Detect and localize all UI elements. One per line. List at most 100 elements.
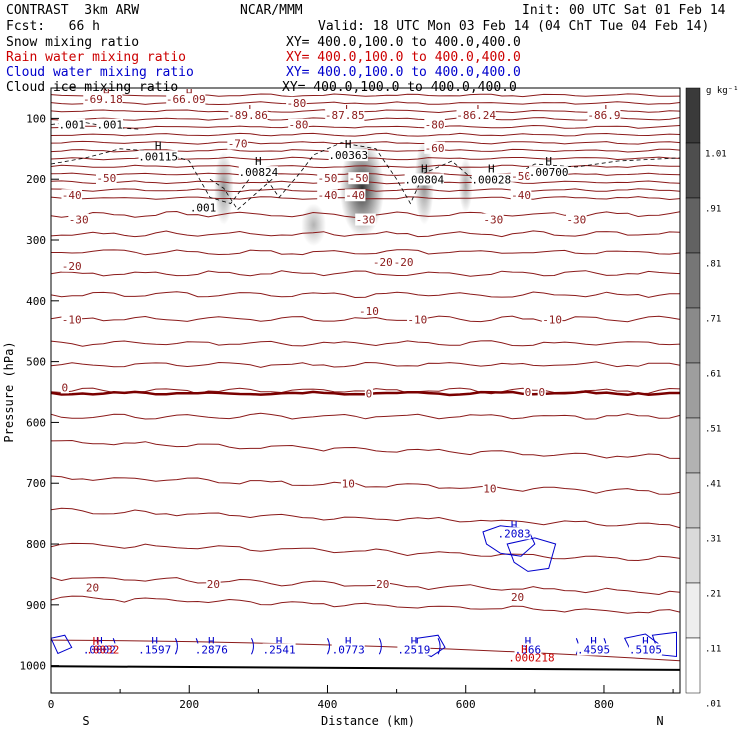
temperature-contour-line (51, 439, 680, 459)
temperature-contour-line (51, 109, 680, 114)
y-tick-label: 400 (26, 295, 46, 308)
temperature-contour-line (51, 412, 680, 420)
temperature-label-bg (288, 118, 309, 131)
temperature-label-bg (344, 189, 366, 202)
temperature-label: -30 (356, 214, 376, 227)
cloud-water-max-value: .4595 (577, 643, 610, 656)
y-tick-label: 700 (26, 477, 46, 490)
cloud-water-contour (482, 525, 536, 557)
y-tick-label: 100 (26, 112, 46, 125)
temperature-label-bg (424, 141, 445, 154)
x-axis-left-end: S (82, 714, 89, 728)
cloud-water-contour (378, 638, 382, 655)
surface-line (51, 665, 680, 671)
cloud-ice-label: .001 (58, 119, 85, 132)
temperature-contour-line (51, 140, 680, 145)
temperature-label-bg (364, 387, 374, 400)
temperature-label: 20 (207, 578, 220, 591)
colorbar-label: .31 (705, 535, 721, 545)
colorbar-label: .51 (705, 425, 721, 435)
cloud-ice-max-marker: H (345, 138, 352, 151)
temperature-label-bg (61, 313, 83, 326)
y-tick-label: 200 (26, 173, 46, 186)
colorbar-swatch (685, 582, 701, 639)
colorbar-label: .21 (705, 590, 721, 600)
temperature-contour-line (51, 230, 680, 238)
colorbar-label: 1.01 (705, 150, 727, 160)
cloud-water-max-marker: H (276, 635, 283, 648)
temperature-label-bg (541, 313, 563, 326)
field-label-rain: Rain water mixing ratio (6, 50, 187, 65)
cloud-water-max-value: .0773 (332, 643, 365, 656)
temperature-contour-line (51, 124, 680, 129)
contour-labels: -80-80 -80-70 -60-50 -50 -50 -50-40 -40 -40 -40-… (58, 87, 662, 664)
cloud-water-max-value: .366 (515, 643, 542, 656)
cloud-water-max-value-bg (331, 643, 365, 656)
temperature-label: 0 (538, 386, 545, 399)
temperature-label: -50 (349, 172, 369, 185)
cloud-water-contour (437, 638, 441, 655)
cloud-water-max-value-bg (262, 643, 296, 656)
temperature-label: 10 (483, 482, 496, 495)
temperature-extremum-value-bg (166, 93, 206, 106)
temperature-label-bg (68, 213, 89, 226)
cloud-ice-label-bg (471, 173, 511, 186)
temperature-label: -80 (286, 97, 306, 110)
temperature-label-bg (206, 577, 221, 590)
temperature-label-bg (317, 189, 338, 202)
cloud-ice-label-bg (138, 150, 178, 163)
cloud-water-max-marker: H (511, 519, 518, 532)
temperature-label: -40 (511, 189, 531, 202)
colorbar-label: .11 (705, 645, 721, 655)
y-tick-label: 300 (26, 234, 46, 247)
temperature-label: -10 (359, 305, 379, 318)
cloud-water-max-value-bg (497, 527, 531, 540)
cloud-water-contour (506, 537, 557, 572)
temperature-label: -30 (483, 214, 503, 227)
cloud-ice-max-marker: H (155, 139, 162, 152)
cloud-ice-label: .001 (97, 119, 124, 132)
init-time: Init: 00 UTC Sat 01 Feb 14 (522, 3, 726, 18)
snow-blob (301, 203, 327, 247)
temperature-label: 20 (376, 578, 389, 591)
temperature-label: -50 (511, 170, 531, 183)
temperature-contour-line (51, 595, 680, 614)
temperature-extremum-value: -89.86 (228, 109, 268, 122)
cloud-ice-max-marker: H (255, 155, 262, 168)
cloud-water-max-marker: H (96, 635, 103, 648)
cloud-water-max-marker: H (151, 635, 158, 648)
temperature-label-bg (407, 313, 428, 326)
model-title: CONTRAST 3km ARW (6, 3, 140, 18)
temperature-label-bg (510, 591, 525, 604)
temperature-contour-line (51, 270, 680, 277)
temperature-label-bg (85, 581, 100, 594)
cloud-water-max-marker: H (345, 635, 352, 648)
temperature-label-bg (341, 477, 356, 490)
temperature-label-bg (393, 256, 414, 269)
x-tick-label: 400 (318, 698, 338, 711)
x-tick-label: 0 (48, 698, 55, 711)
temperature-contour-line (51, 577, 680, 596)
temperature-label: -50 (96, 172, 116, 185)
rain-max-value: .000218 (508, 651, 554, 664)
cloud-water-max-marker: H (411, 635, 418, 648)
snow-blob (339, 139, 385, 237)
colorbar-label: .61 (705, 370, 721, 380)
temperature-extremum-value-bg (325, 108, 365, 121)
cloud-water-max-value: .2876 (195, 643, 228, 656)
temperature-contour-line (51, 164, 680, 169)
y-tick-label: 500 (26, 356, 46, 369)
temperature-label-bg (566, 213, 587, 226)
cloud-water-max-value-bg (194, 643, 228, 656)
cloud-ice-max-marker: H (488, 162, 495, 175)
snow-blob (458, 157, 473, 213)
temperature-label: 0 (525, 386, 532, 399)
rain-max-marker: H (521, 643, 528, 656)
temperature-label-bg (510, 189, 532, 202)
rain-max-value: .0032 (86, 643, 119, 656)
temperature-label: -20 (394, 256, 414, 269)
temperature-contour-line (51, 188, 680, 193)
y-axis-title: Pressure (hPa) (2, 341, 16, 442)
forecast-hour: Fcst: 66 h (6, 19, 100, 34)
